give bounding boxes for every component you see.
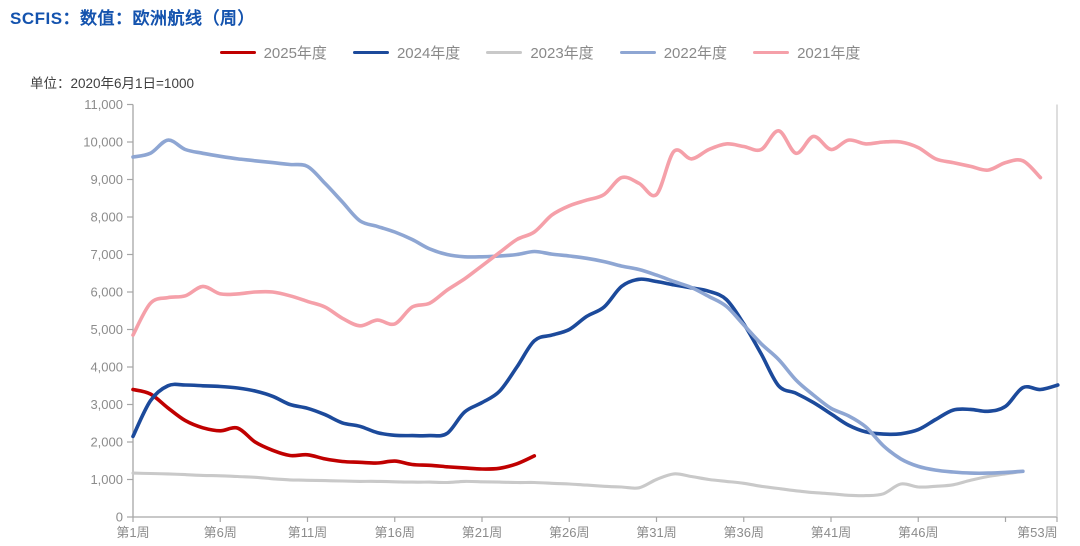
x-tick-label: 第11周 xyxy=(288,525,328,540)
x-tick-label: 第46周 xyxy=(898,525,938,540)
series-line-2022 xyxy=(131,138,1025,476)
chart-legend: 2025年度 2024年度 2023年度 2022年度 2021年度 xyxy=(0,42,1080,63)
y-tick-label: 0 xyxy=(116,510,123,525)
series-line-2021 xyxy=(131,129,1043,337)
legend-label: 2025年度 xyxy=(263,45,327,62)
y-tick-label: 8,000 xyxy=(90,210,123,225)
legend-swatch-2022 xyxy=(619,50,656,55)
legend-label: 2023年度 xyxy=(530,45,594,62)
series-line-2025 xyxy=(131,387,537,471)
y-tick-label: 2,000 xyxy=(90,435,123,450)
x-tick-label: 第6周 xyxy=(204,525,237,540)
legend-swatch-2024 xyxy=(352,50,389,55)
x-tick-label: 第1周 xyxy=(116,525,149,540)
y-tick-label: 5,000 xyxy=(90,322,123,337)
y-tick-label: 10,000 xyxy=(83,135,123,150)
x-tick-label: 第41周 xyxy=(811,525,851,540)
y-tick-label: 6,000 xyxy=(90,285,123,300)
chart-title: SCFIS：数值：欧洲航线（周） xyxy=(10,9,256,28)
legend-swatch-2021 xyxy=(753,50,790,55)
x-tick-label: 第36周 xyxy=(724,525,764,540)
legend-swatch-2023 xyxy=(486,50,523,55)
legend-item-2025: 2025年度 xyxy=(219,42,327,63)
y-tick-label: 7,000 xyxy=(90,247,123,262)
x-tick-label: 第21周 xyxy=(462,525,502,540)
x-tick-label: 第31周 xyxy=(636,525,676,540)
x-tick-label: 第16周 xyxy=(375,525,415,540)
legend-label: 2021年度 xyxy=(797,45,861,62)
x-tick-label: 第26周 xyxy=(549,525,589,540)
y-tick-label: 9,000 xyxy=(90,172,123,187)
legend-item-2023: 2023年度 xyxy=(486,42,594,63)
legend-label: 2022年度 xyxy=(663,45,728,62)
legend-swatch-2025 xyxy=(219,50,256,55)
legend-label: 2024年度 xyxy=(396,45,461,62)
series-line-2023 xyxy=(131,469,1025,498)
y-tick-label: 1,000 xyxy=(90,472,123,487)
legend-item-2024: 2024年度 xyxy=(352,42,461,63)
series-line-2024 xyxy=(131,277,1060,439)
x-tick-label-end: 第53周 xyxy=(1017,525,1057,540)
y-tick-label: 4,000 xyxy=(90,360,123,375)
legend-item-2021: 2021年度 xyxy=(753,42,860,63)
unit-label: 单位：2020年6月1日=1000 xyxy=(30,76,194,91)
y-tick-label: 11,000 xyxy=(84,97,123,112)
legend-item-2022: 2022年度 xyxy=(619,42,728,63)
y-tick-label: 3,000 xyxy=(90,397,123,412)
